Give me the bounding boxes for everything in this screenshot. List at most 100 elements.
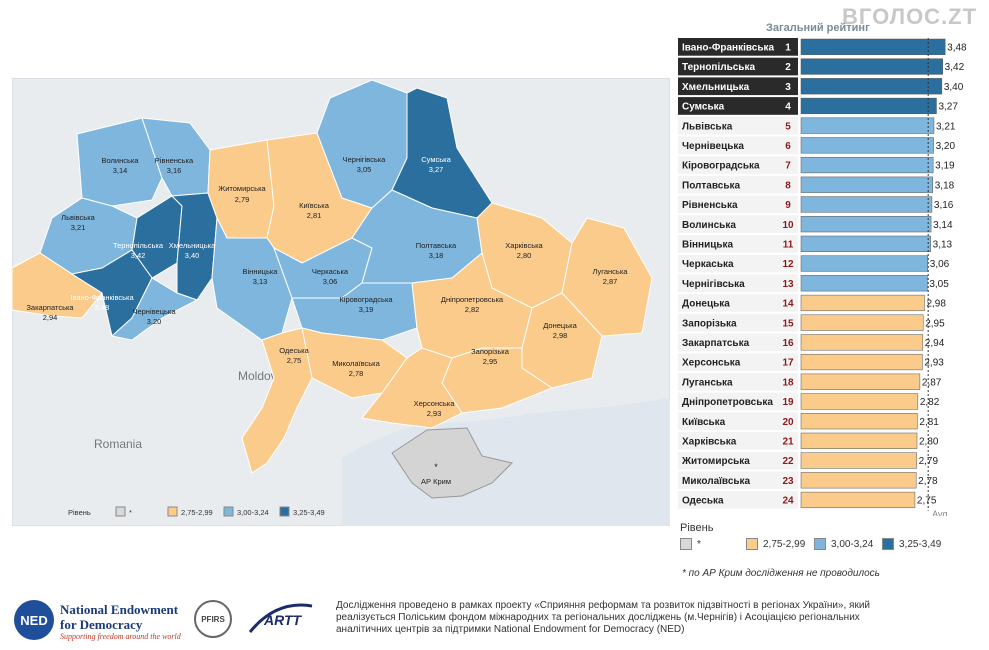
rank-row-bg xyxy=(678,116,798,135)
rank-row-bg xyxy=(678,215,798,233)
region-cherniv[interactable] xyxy=(110,277,199,341)
rank-region-label: Рівненська xyxy=(682,200,738,211)
map-legend-label-low: 2,75-2,99 xyxy=(181,508,213,517)
rank-bar[interactable] xyxy=(800,314,924,331)
label-sumy-value: 3,27 xyxy=(429,165,444,174)
rank-bar[interactable] xyxy=(800,156,934,174)
rank-region-label: Дніпропетровська xyxy=(682,397,773,408)
legend-label: 3,25-3,49 xyxy=(899,538,942,550)
rank-region-label: Київська xyxy=(682,417,726,428)
rank-bar[interactable] xyxy=(800,78,943,95)
rank-bar[interactable] xyxy=(800,176,933,193)
rank-bar[interactable] xyxy=(800,413,918,430)
rank-value-label: 3,27 xyxy=(938,102,958,113)
region-vinn[interactable] xyxy=(211,216,293,341)
rank-value-label: 3,42 xyxy=(945,62,965,73)
pfirs-logo: PFIRS xyxy=(194,600,232,638)
ukraine-map: Moldova Romania xyxy=(12,78,670,526)
rank-number: 1 xyxy=(785,43,791,54)
country-label-romania: Romania xyxy=(94,437,142,451)
rank-bar[interactable] xyxy=(800,117,935,134)
label-cherniv-name: Чернівецька xyxy=(132,307,176,316)
legend-swatch xyxy=(814,538,826,550)
rank-number: 11 xyxy=(783,240,794,251)
label-poltava-value: 3,18 xyxy=(429,251,444,260)
rank-bar[interactable] xyxy=(800,491,916,509)
label-luhansk-value: 2,87 xyxy=(603,277,618,286)
rank-row-bg xyxy=(678,432,798,450)
rank-number: 2 xyxy=(785,62,791,73)
rank-bar[interactable] xyxy=(800,334,924,351)
region-crimea[interactable] xyxy=(391,427,513,499)
rank-number: 8 xyxy=(785,180,791,191)
footnote: * по АР Крим дослідження не проводилось xyxy=(682,568,880,579)
legend-label: * xyxy=(697,538,701,550)
label-ifr-value: 3,48 xyxy=(95,303,110,312)
rank-row-bg xyxy=(678,235,798,253)
rank-row-bg xyxy=(678,451,798,470)
rank-row-bg xyxy=(678,412,798,430)
rank-bar[interactable] xyxy=(800,452,917,469)
rank-region-label: Одеська xyxy=(682,496,724,507)
rank-value-label: 3,48 xyxy=(947,43,967,54)
rank-bar[interactable] xyxy=(800,58,943,75)
region-zakarp[interactable] xyxy=(12,252,103,319)
label-crimea-name: АР Крим xyxy=(421,477,451,486)
map-legend-label-mid: 3,00-3,24 xyxy=(237,508,269,517)
rank-row-bg xyxy=(678,353,798,371)
rank-bar[interactable] xyxy=(800,196,933,213)
label-chernih-name: Чернігівська xyxy=(343,155,387,164)
rank-bar[interactable] xyxy=(800,275,928,292)
label-chernih-value: 3,05 xyxy=(357,165,372,174)
rank-value-label: 2,93 xyxy=(924,358,944,369)
rank-region-label: Чернігівська xyxy=(682,279,745,290)
chart-title: Загальний рейтинг xyxy=(766,22,870,34)
rank-row-bg xyxy=(678,175,798,194)
rank-bar[interactable] xyxy=(800,38,946,55)
label-lviv-value: 3,21 xyxy=(71,223,86,232)
label-luhansk-name: Луганська xyxy=(593,267,629,276)
label-zapor-value: 2,95 xyxy=(483,357,498,366)
rank-value-label: 2,79 xyxy=(919,456,939,467)
label-donetsk-value: 2,98 xyxy=(553,331,568,340)
label-zhyt-value: 2,79 xyxy=(235,195,250,204)
rank-region-label: Закарпатська xyxy=(682,338,750,349)
legend-label: 2,75-2,99 xyxy=(763,538,806,550)
region-kherson[interactable] xyxy=(361,347,463,429)
rank-value-label: 2,94 xyxy=(925,338,945,349)
rank-bar[interactable] xyxy=(800,353,923,371)
rank-row-bg xyxy=(678,136,798,155)
legend-swatch xyxy=(746,538,758,550)
label-khmel-value: 3,40 xyxy=(185,251,200,260)
rank-value-label: 2,75 xyxy=(917,496,937,507)
legend-item-high: 3,25-3,49 xyxy=(882,538,941,550)
map-legend-swatch-low xyxy=(167,506,178,517)
label-kharkiv-value: 2,80 xyxy=(517,251,532,260)
rank-number: 3 xyxy=(785,82,791,93)
rank-number: 4 xyxy=(785,102,791,113)
rank-bar[interactable] xyxy=(800,373,921,390)
rank-bar[interactable] xyxy=(800,216,932,233)
rank-number: 10 xyxy=(782,220,794,231)
label-khmel-name: Хмельницька xyxy=(169,241,216,250)
rank-bar[interactable] xyxy=(800,472,917,489)
rank-row-bg xyxy=(678,313,798,332)
map-legend-title: Рівень xyxy=(68,508,91,517)
rank-bar[interactable] xyxy=(800,294,925,312)
label-sumy-name: Сумська xyxy=(421,155,451,164)
rank-bar[interactable] xyxy=(800,235,931,252)
rank-row-bg xyxy=(678,77,798,96)
rank-region-label: Харківська xyxy=(682,437,737,448)
rank-bar[interactable] xyxy=(800,137,934,154)
label-mykol-value: 2,78 xyxy=(349,369,364,378)
rank-region-label: Запорізька xyxy=(682,318,737,329)
rank-bar[interactable] xyxy=(800,432,918,449)
rank-number: 17 xyxy=(782,358,794,369)
rank-bar[interactable] xyxy=(800,255,929,272)
rank-region-label: Миколаївська xyxy=(682,476,751,487)
rank-bar[interactable] xyxy=(800,97,937,115)
map-legend-swatch-none xyxy=(115,506,126,517)
rank-number: 9 xyxy=(785,200,791,211)
label-volyn-name: Волинська xyxy=(102,156,140,165)
rank-bar[interactable] xyxy=(800,393,919,410)
